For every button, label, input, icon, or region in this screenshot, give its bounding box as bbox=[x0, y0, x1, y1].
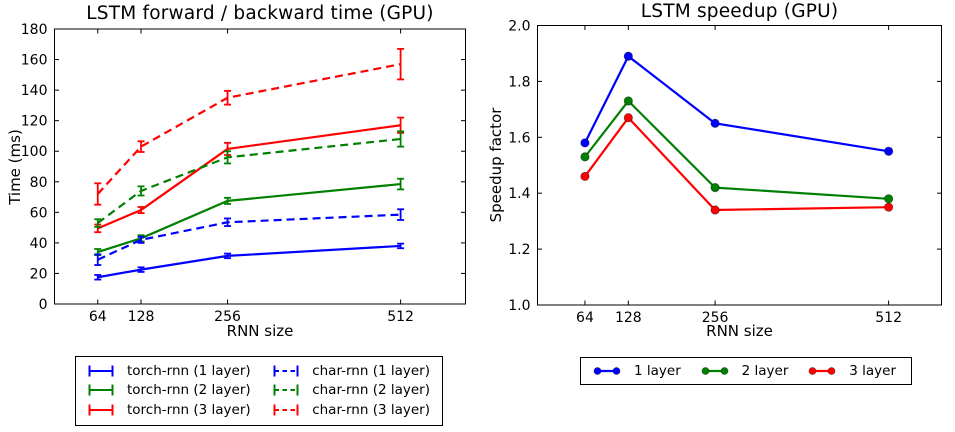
series-1-layer bbox=[580, 51, 894, 156]
left-chart-plot: 64 128 256 512 0 20 40 60 80 100 120 140 160 180 bbox=[21, 22, 466, 325]
series-3-layer bbox=[580, 113, 894, 215]
y-tick-label: 1.6 bbox=[508, 130, 530, 146]
y-tick-label: 0 bbox=[39, 297, 48, 313]
y-tick-label: 1.0 bbox=[508, 298, 530, 314]
legend-item-char-rnn-2-layer: char-rnn (2 layer) bbox=[270, 382, 430, 398]
legend-label: char-rnn (2 layer) bbox=[312, 382, 430, 399]
y-tick-label: 40 bbox=[30, 236, 48, 252]
y-tick-label: 1.2 bbox=[508, 242, 530, 258]
series-2-layer bbox=[580, 96, 894, 204]
line-marker-sample-icon bbox=[808, 367, 836, 375]
errorbar-sample-icon bbox=[88, 384, 114, 396]
left-legend-box: torch-rnn (1 layer) char-rnn (1 layer) t… bbox=[75, 356, 443, 426]
legend-item-1-layer: 1 layer bbox=[590, 363, 681, 379]
y-tick-label: 120 bbox=[21, 114, 48, 130]
y-tick-label: 140 bbox=[21, 83, 48, 99]
right-chart-plot: 64 128 256 512 1.0 1.2 1.4 1.6 1.8 2.0 bbox=[508, 19, 942, 326]
errorbar-sample-icon bbox=[88, 404, 114, 416]
legend-label: torch-rnn (1 layer) bbox=[127, 362, 251, 379]
errorbar-sample-icon bbox=[273, 384, 299, 396]
errorbar-sample-icon bbox=[273, 404, 299, 416]
x-tick-label: 128 bbox=[615, 310, 642, 326]
y-tick-label: 100 bbox=[21, 144, 48, 160]
series-char-rnn-2-layer bbox=[94, 130, 405, 228]
errorbar-sample-icon bbox=[273, 365, 299, 377]
x-tick-label: 64 bbox=[576, 310, 594, 326]
y-tick-label: 2.0 bbox=[508, 19, 530, 35]
x-tick-label: 512 bbox=[387, 309, 414, 325]
x-tick-label: 512 bbox=[875, 310, 902, 326]
x-tick-label: 128 bbox=[128, 309, 155, 325]
right-chart-title: LSTM speedup (GPU) bbox=[640, 1, 839, 22]
y-tick-label: 1.4 bbox=[508, 186, 530, 202]
series-char-rnn-3-layer bbox=[94, 47, 405, 206]
line-marker-sample-icon bbox=[701, 367, 729, 375]
legend-label: char-rnn (3 layer) bbox=[312, 402, 430, 419]
legend-item-2-layer: 2 layer bbox=[698, 363, 789, 379]
y-tick-label: 80 bbox=[30, 175, 48, 191]
legend-item-char-rnn-1-layer: char-rnn (1 layer) bbox=[270, 363, 430, 379]
left-x-axis-label: RNN size bbox=[226, 322, 294, 340]
legend-item-char-rnn-3-layer: char-rnn (3 layer) bbox=[270, 402, 430, 418]
legend-label: 2 layer bbox=[741, 363, 789, 379]
series-char-rnn-1-layer bbox=[94, 208, 405, 266]
series-torch-rnn-3-layer bbox=[94, 116, 405, 234]
line-marker-sample-icon bbox=[593, 367, 621, 375]
left-chart-title: LSTM forward / backward time (GPU) bbox=[86, 3, 434, 24]
axes: 64 128 256 512 0 20 40 60 80 100 120 140 160 180 bbox=[21, 22, 466, 325]
legend-item-3-layer: 3 layer bbox=[805, 363, 896, 379]
right-x-axis-label: RNN size bbox=[706, 322, 773, 340]
x-tick-label: 256 bbox=[702, 310, 729, 326]
legend-label: torch-rnn (3 layer) bbox=[127, 402, 251, 419]
x-tick-label: 64 bbox=[89, 309, 107, 325]
y-tick-label: 20 bbox=[30, 266, 48, 282]
legend-item-torch-rnn-3-layer: torch-rnn (3 layer) bbox=[85, 402, 251, 418]
series-torch-rnn-1-layer bbox=[94, 242, 405, 281]
axes: 64 128 256 512 1.0 1.2 1.4 1.6 1.8 2.0 bbox=[508, 19, 942, 326]
legend-label: char-rnn (1 layer) bbox=[312, 362, 430, 379]
y-tick-label: 160 bbox=[21, 53, 48, 69]
legend-label: 3 layer bbox=[849, 363, 896, 379]
legend-item-torch-rnn-2-layer: torch-rnn (2 layer) bbox=[85, 382, 251, 398]
legend-label: torch-rnn (2 layer) bbox=[127, 382, 251, 399]
legend-item-torch-rnn-1-layer: torch-rnn (1 layer) bbox=[85, 363, 251, 379]
errorbar-sample-icon bbox=[88, 365, 114, 377]
right-legend-box: 1 layer 2 layer 3 layer bbox=[580, 357, 912, 385]
y-tick-label: 180 bbox=[21, 22, 48, 38]
y-tick-label: 1.8 bbox=[508, 74, 530, 90]
legend-label: 1 layer bbox=[634, 363, 681, 379]
x-tick-label: 256 bbox=[214, 309, 241, 325]
y-tick-label: 60 bbox=[30, 205, 48, 221]
